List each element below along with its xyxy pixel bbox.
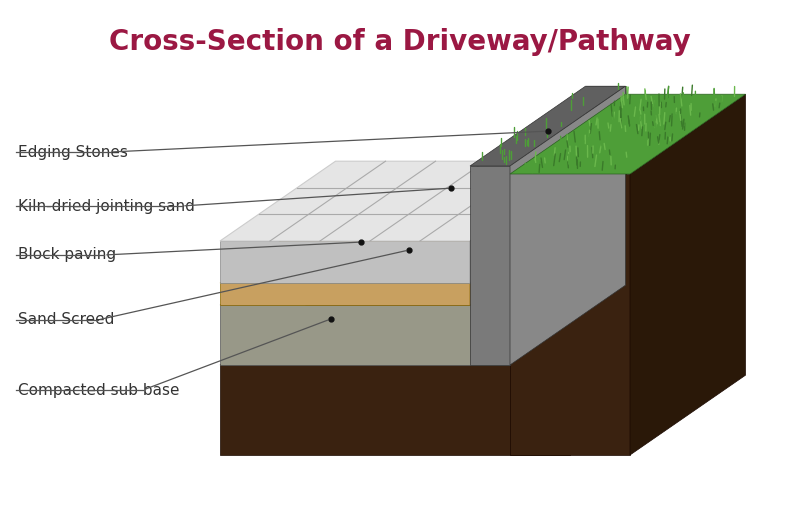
Polygon shape [470, 86, 626, 166]
Polygon shape [220, 285, 686, 365]
Text: Block paving: Block paving [18, 247, 116, 263]
Polygon shape [470, 203, 586, 305]
Text: Edging Stones: Edging Stones [18, 144, 128, 160]
Polygon shape [220, 365, 570, 455]
Text: Cross-Section of a Driveway/Pathway: Cross-Section of a Driveway/Pathway [109, 28, 691, 56]
Polygon shape [586, 86, 626, 285]
Polygon shape [510, 86, 626, 365]
Polygon shape [470, 161, 586, 283]
Polygon shape [220, 283, 470, 305]
Polygon shape [220, 225, 686, 305]
Polygon shape [220, 241, 470, 283]
Polygon shape [570, 225, 686, 365]
Text: Compacted sub base: Compacted sub base [18, 382, 179, 397]
Polygon shape [630, 94, 746, 455]
Polygon shape [510, 174, 630, 455]
Text: Kiln-dried jointing sand: Kiln-dried jointing sand [18, 199, 195, 214]
Polygon shape [220, 203, 586, 283]
Polygon shape [220, 305, 570, 365]
Polygon shape [470, 166, 510, 365]
Text: Sand Screed: Sand Screed [18, 312, 114, 328]
Polygon shape [570, 285, 686, 455]
Polygon shape [510, 94, 746, 174]
Polygon shape [220, 161, 586, 241]
